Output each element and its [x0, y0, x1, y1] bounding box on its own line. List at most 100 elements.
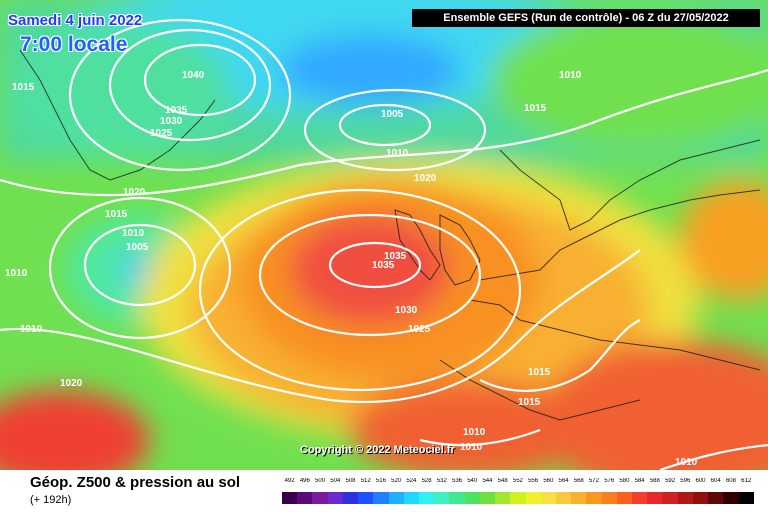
scale-label: 548: [497, 478, 508, 484]
scale-swatch: [677, 492, 693, 504]
scale-label: 592: [665, 478, 676, 484]
scale-label: 580: [619, 478, 630, 484]
scale-swatch: [723, 492, 739, 504]
scale-label: 516: [375, 478, 386, 484]
isobar-label: 1005: [381, 109, 404, 120]
scale-label: 588: [649, 478, 660, 484]
map-canvas: 1015 1040 1035 1030 1025 1020 1015 1010 …: [0, 0, 768, 470]
scale-swatch: [571, 492, 587, 504]
scale-label: 604: [710, 478, 721, 484]
scale-label: 560: [543, 478, 554, 484]
scale-label: 524: [406, 478, 417, 484]
isobar-label: 1010: [460, 442, 483, 453]
color-scale: 492 496 500 504 508 512 516 520 524 528 532 536 540 5…: [282, 478, 754, 506]
scale-label: 532: [436, 478, 447, 484]
scale-swatch: [449, 492, 465, 504]
coastlines: [19, 49, 761, 421]
scale-swatch: [342, 492, 359, 504]
scale-swatch: [358, 492, 374, 504]
scale-swatch: [586, 492, 602, 504]
forecast-step: (+ 192h): [30, 494, 72, 506]
color-scale-labels: 492 496 500 504 508 512 516 520 524 528 532 536 540 5…: [282, 478, 754, 490]
scale-swatch: [738, 492, 754, 504]
isobar-label: 1010: [5, 268, 28, 279]
scale-label: 608: [725, 478, 736, 484]
isobar-label: 1020: [60, 378, 83, 389]
copyright-text: Copyright © 2022 Meteociel.fr: [300, 444, 455, 456]
isobar-label: 1025: [150, 128, 173, 139]
scale-label: 552: [512, 478, 523, 484]
scale-swatch: [418, 492, 435, 504]
run-info-banner: Ensemble GEFS (Run de contrôle) - 06 Z d…: [412, 9, 760, 27]
scale-label: 528: [421, 478, 432, 484]
scale-swatch: [662, 492, 678, 504]
scale-swatch: [647, 492, 663, 504]
scale-label: 556: [528, 478, 539, 484]
isobar-label: 1005: [126, 242, 149, 253]
scale-swatch: [510, 492, 526, 504]
scale-label: 568: [573, 478, 584, 484]
scale-swatch: [616, 492, 633, 504]
scale-swatch: [692, 492, 709, 504]
scale-swatch: [312, 492, 328, 504]
isobar-lines: [0, 18, 768, 470]
scale-swatch: [464, 492, 480, 504]
scale-swatch: [601, 492, 617, 504]
isobar-label: 1025: [408, 324, 431, 335]
scale-label: 508: [345, 478, 356, 484]
isobar-label: 1035: [165, 105, 188, 116]
scale-label: 536: [452, 478, 463, 484]
isobar-label: 1035: [372, 260, 395, 271]
scale-label: 540: [467, 478, 478, 484]
scale-swatch: [555, 492, 572, 504]
isobar-label: 1030: [160, 116, 183, 127]
isobar-label: 1010: [463, 427, 486, 438]
scale-swatch: [540, 492, 556, 504]
scale-label: 544: [482, 478, 493, 484]
scale-swatch: [479, 492, 496, 504]
isobar-label: 1015: [524, 103, 547, 114]
isobar-label: 1015: [105, 209, 128, 220]
scale-swatch: [297, 492, 313, 504]
isobar-label: 1015: [518, 397, 541, 408]
scale-swatch: [708, 492, 724, 504]
isobar-label: 1010: [386, 148, 409, 159]
isobar-label: 1040: [182, 70, 205, 81]
scale-label: 600: [695, 478, 706, 484]
scale-label: 512: [360, 478, 371, 484]
scale-label: 564: [558, 478, 569, 484]
isobar-label: 1015: [528, 367, 551, 378]
isobar-label: 1020: [123, 187, 146, 198]
scale-label: 492: [284, 478, 295, 484]
scale-swatch: [388, 492, 404, 504]
color-scale-bar: [282, 492, 754, 504]
scale-swatch: [282, 492, 298, 504]
scale-swatch: [525, 492, 541, 504]
scale-label: 596: [680, 478, 691, 484]
scale-label: 500: [315, 478, 326, 484]
isobar-label: 1010: [559, 70, 582, 81]
scale-label: 496: [299, 478, 310, 484]
scale-swatch: [327, 492, 343, 504]
isobar-label: 1010: [675, 457, 698, 468]
high-center-label: 1035: [384, 251, 407, 262]
isobar-label: 1020: [414, 173, 437, 184]
scale-label: 572: [588, 478, 599, 484]
forecast-local-time: 7:00 locale: [20, 33, 128, 56]
scale-swatch: [434, 492, 450, 504]
scale-swatch: [373, 492, 389, 504]
scale-label: 612: [741, 478, 752, 484]
field-title: Géop. Z500 & pression au sol: [30, 474, 241, 491]
isobar-labels: 1015 1040 1035 1030 1025 1020 1015 1010 …: [5, 70, 698, 468]
scale-label: 520: [391, 478, 402, 484]
scale-swatch: [403, 492, 419, 504]
scale-label: 584: [634, 478, 645, 484]
scale-label: 576: [604, 478, 615, 484]
forecast-date: Samedi 4 juin 2022: [8, 12, 143, 29]
scale-swatch: [632, 492, 648, 504]
isobar-label: 1010: [122, 228, 145, 239]
scale-swatch: [495, 492, 511, 504]
forecast-map: 1015 1040 1035 1030 1025 1020 1015 1010 …: [0, 0, 768, 470]
scale-label: 504: [330, 478, 341, 484]
isobar-label: 1030: [395, 305, 418, 316]
